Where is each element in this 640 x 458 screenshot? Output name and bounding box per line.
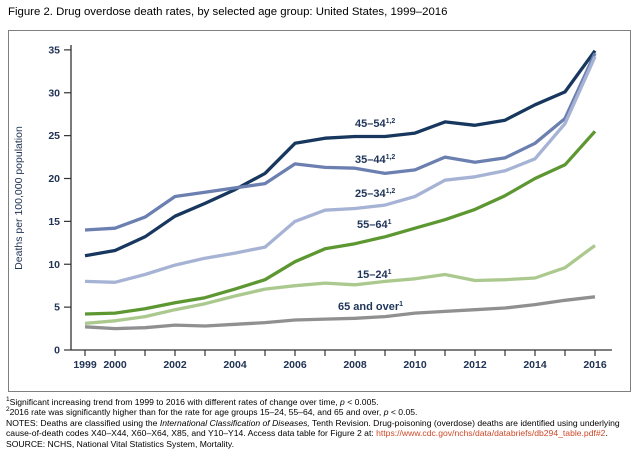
chart-canvas: 0 5 10 15 20 25 30 35 1999 2000 2002 2004 2006 2008 20…	[13, 44, 612, 371]
y-tick-label: 25	[48, 130, 60, 142]
footnote-text: p	[383, 407, 389, 418]
x-tick-label: 2000	[103, 359, 127, 371]
footnote-line: 1Significant increasing trend from 1999 …	[6, 396, 638, 407]
footnote-text: SOURCE: NCHS, National Vital Statistics …	[6, 438, 234, 449]
footnote-text: .	[605, 428, 608, 439]
figure-title: Figure 2. Drug overdose death rates, by …	[8, 6, 448, 18]
footnote-text: < 0.05.	[388, 407, 418, 418]
footnote-text: < 0.005.	[344, 397, 379, 407]
footnote-text: 1	[6, 396, 10, 404]
x-tick-label: 2012	[463, 359, 487, 371]
y-tick-label: 10	[48, 259, 60, 271]
series-line-15-24	[84, 244, 596, 326]
series-label-55-64: 55–641	[357, 219, 392, 231]
x-tick-label: 2014	[523, 359, 547, 371]
footnote-text: International Classification of Diseases…	[159, 417, 310, 428]
x-tick-label: 2002	[163, 359, 187, 371]
y-axis-title: Deaths per 100,000 population	[13, 126, 25, 270]
footnote-line: 22016 rate was significantly higher than…	[6, 406, 638, 418]
footnote-line: NOTES: Deaths are classified using the I…	[6, 418, 638, 439]
footnotes: 1Significant increasing trend from 1999 …	[6, 396, 638, 449]
series-line-65-and-over	[84, 295, 596, 331]
x-tick-label: 2016	[583, 359, 607, 371]
footnote-text: 2016 rate was significantly higher than …	[9, 407, 384, 418]
series-label-35-44: 35–441,2	[355, 154, 395, 166]
x-tick-label: 2006	[283, 359, 307, 371]
source-line: SOURCE: NCHS, National Vital Statistics …	[6, 439, 638, 449]
series-line-55-64	[84, 130, 597, 316]
series-line-35-44	[84, 52, 597, 232]
series-line-45-54	[84, 49, 597, 258]
footnote-text: p	[340, 397, 345, 407]
y-tick-label: 15	[48, 216, 60, 228]
chart-frame: 0 5 10 15 20 25 30 35 1999 2000 2002 2004 2006 2008 20…	[8, 30, 631, 392]
series-line-25-34	[84, 56, 597, 284]
x-tick-label: 2010	[403, 359, 427, 371]
footnote-text: Significant increasing trend from 1999 t…	[9, 397, 341, 407]
y-tick-label: 20	[48, 173, 60, 185]
series-label-45-54: 45–541,2	[355, 118, 395, 130]
data-table-link[interactable]: https://www.cdc.gov/nchs/data/databriefs…	[376, 428, 606, 439]
series-label-65-and-over: 65 and over1	[338, 301, 403, 313]
series-label-25-34: 25–341,2	[355, 188, 395, 200]
y-tick-label: 30	[48, 87, 60, 99]
x-tick-label: 1999	[73, 359, 97, 371]
x-tick-label: 2008	[343, 359, 367, 371]
y-tick-label: 5	[54, 302, 60, 314]
footnote-text: 2	[6, 406, 10, 414]
footnote-text: NOTES: Deaths are classified using the	[6, 417, 160, 428]
series-label-15-24: 15–241	[357, 269, 392, 281]
footnote-text: Tenth Revision. Drug-poisoning (overdose…	[6, 417, 620, 439]
y-tick-label: 0	[54, 345, 60, 357]
x-tick-label: 2004	[223, 359, 247, 371]
y-tick-label: 35	[48, 44, 60, 56]
